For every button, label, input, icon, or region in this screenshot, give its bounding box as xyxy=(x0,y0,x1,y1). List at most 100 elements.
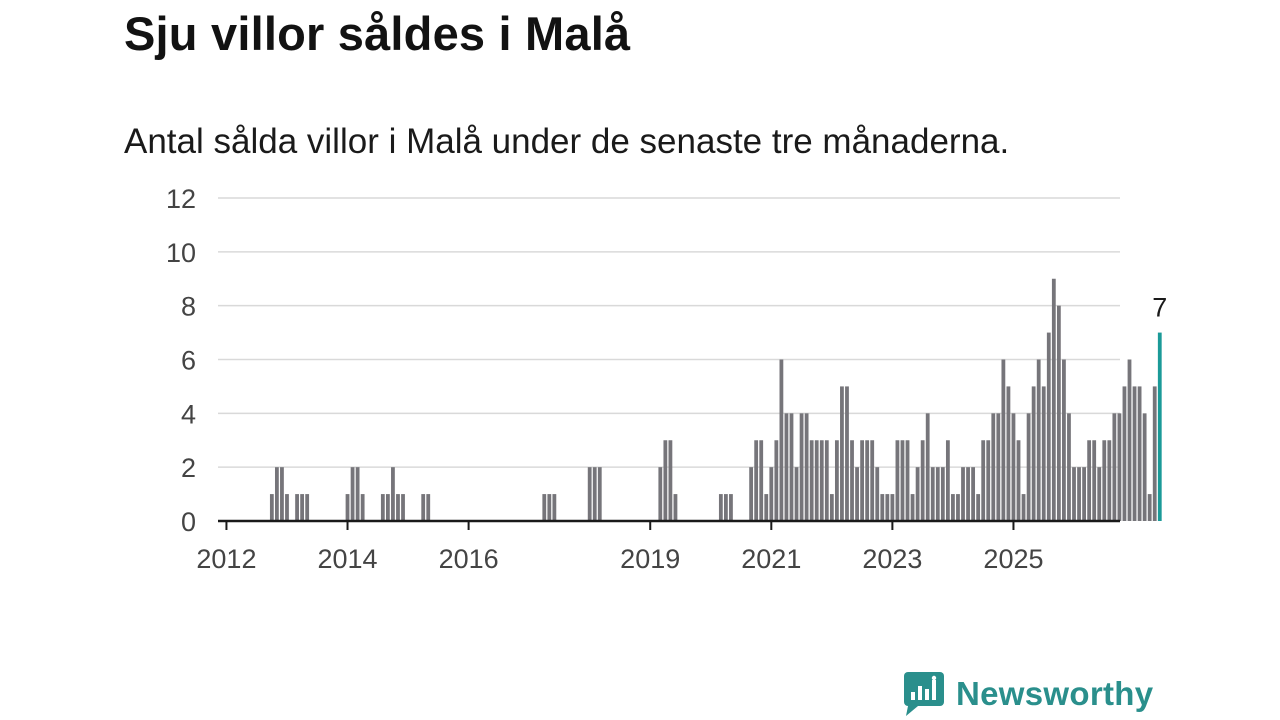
bar xyxy=(1046,332,1051,521)
bar xyxy=(900,440,905,521)
bar xyxy=(956,494,960,521)
bar xyxy=(850,440,854,521)
bar xyxy=(996,413,1001,521)
bar xyxy=(784,413,789,521)
bar xyxy=(274,467,279,521)
bar xyxy=(910,494,915,521)
bar xyxy=(350,467,355,521)
x-tick-label: 2012 xyxy=(196,544,256,574)
bar xyxy=(1011,413,1016,521)
bar xyxy=(1067,413,1071,521)
x-tick-label: 2016 xyxy=(439,544,499,574)
bar xyxy=(945,440,950,521)
bar xyxy=(829,494,834,521)
bar xyxy=(1041,386,1046,521)
bar xyxy=(355,467,360,521)
newsworthy-logo[interactable]: Newsworthy xyxy=(902,670,1153,718)
bar xyxy=(824,440,829,521)
bar xyxy=(940,467,945,521)
bar xyxy=(668,440,673,521)
bar xyxy=(935,467,940,521)
bar xyxy=(890,494,895,521)
bar xyxy=(860,440,865,521)
bar xyxy=(360,494,365,521)
bar xyxy=(799,413,804,521)
y-axis-labels: 0 2 4 6 8 10 12 xyxy=(166,184,196,537)
bar xyxy=(1112,413,1117,521)
bar xyxy=(285,494,289,521)
bar xyxy=(1152,386,1157,521)
bar xyxy=(1006,386,1011,521)
bar xyxy=(754,440,759,521)
bar xyxy=(1001,359,1006,521)
y-tick-label: 4 xyxy=(181,399,196,429)
bar xyxy=(905,440,910,521)
bar xyxy=(966,467,970,521)
bar xyxy=(840,386,844,521)
bar-highlight xyxy=(1157,332,1162,521)
bar xyxy=(1122,386,1127,521)
bar xyxy=(396,494,400,521)
bar xyxy=(663,440,668,521)
bar xyxy=(1051,278,1056,521)
bar xyxy=(1082,467,1086,521)
bar xyxy=(718,494,723,521)
bar xyxy=(1036,359,1041,521)
bar xyxy=(552,494,557,521)
bar xyxy=(749,467,754,521)
bar xyxy=(1087,440,1092,521)
x-tick-label: 2025 xyxy=(983,544,1043,574)
bar xyxy=(759,440,764,521)
bar xyxy=(819,440,824,521)
bar xyxy=(769,467,774,521)
bar xyxy=(658,467,663,521)
y-tick-label: 0 xyxy=(181,507,196,537)
bar xyxy=(426,494,431,521)
x-tick-label: 2023 xyxy=(862,544,922,574)
bar xyxy=(380,494,385,521)
x-tick-label: 2021 xyxy=(741,544,801,574)
y-tick-label: 10 xyxy=(166,238,196,268)
bar xyxy=(1102,440,1107,521)
bar xyxy=(391,467,395,521)
chart-title: Sju villor såldes i Malå xyxy=(124,7,631,60)
bar xyxy=(875,467,880,521)
bar xyxy=(880,494,885,521)
bar xyxy=(855,467,859,521)
y-tick-label: 6 xyxy=(181,346,196,376)
bar xyxy=(1132,386,1137,521)
x-axis-labels: 2012 2014 2016 2019 2021 2023 2025 xyxy=(196,544,1043,574)
bar xyxy=(1077,467,1081,521)
bar xyxy=(1142,413,1147,521)
bar xyxy=(1021,494,1026,521)
bar xyxy=(1137,386,1142,521)
bar xyxy=(385,494,390,521)
chart-subtitle: Antal sålda villor i Malå under de senas… xyxy=(124,122,1010,161)
bar xyxy=(809,440,814,521)
bar xyxy=(764,494,769,521)
bar xyxy=(1107,440,1112,521)
y-tick-label: 8 xyxy=(181,292,196,322)
bar xyxy=(920,440,925,521)
bar xyxy=(587,467,592,521)
bar xyxy=(1072,467,1076,521)
bar xyxy=(834,440,839,521)
bar xyxy=(1092,440,1097,521)
bar xyxy=(1147,494,1152,521)
bar xyxy=(895,440,900,521)
bar xyxy=(1097,467,1102,521)
bar xyxy=(295,494,299,521)
bar xyxy=(1062,359,1066,521)
bar xyxy=(345,494,350,521)
bar xyxy=(542,494,547,521)
bar xyxy=(1016,440,1021,521)
bar xyxy=(814,440,819,521)
highlight-value-label: 7 xyxy=(1152,293,1167,323)
bar xyxy=(673,494,678,521)
bar xyxy=(885,494,890,521)
bar xyxy=(986,440,991,521)
bar xyxy=(1026,413,1031,521)
bar xyxy=(961,467,965,521)
x-tick-label: 2014 xyxy=(317,544,377,574)
bar xyxy=(779,359,784,521)
